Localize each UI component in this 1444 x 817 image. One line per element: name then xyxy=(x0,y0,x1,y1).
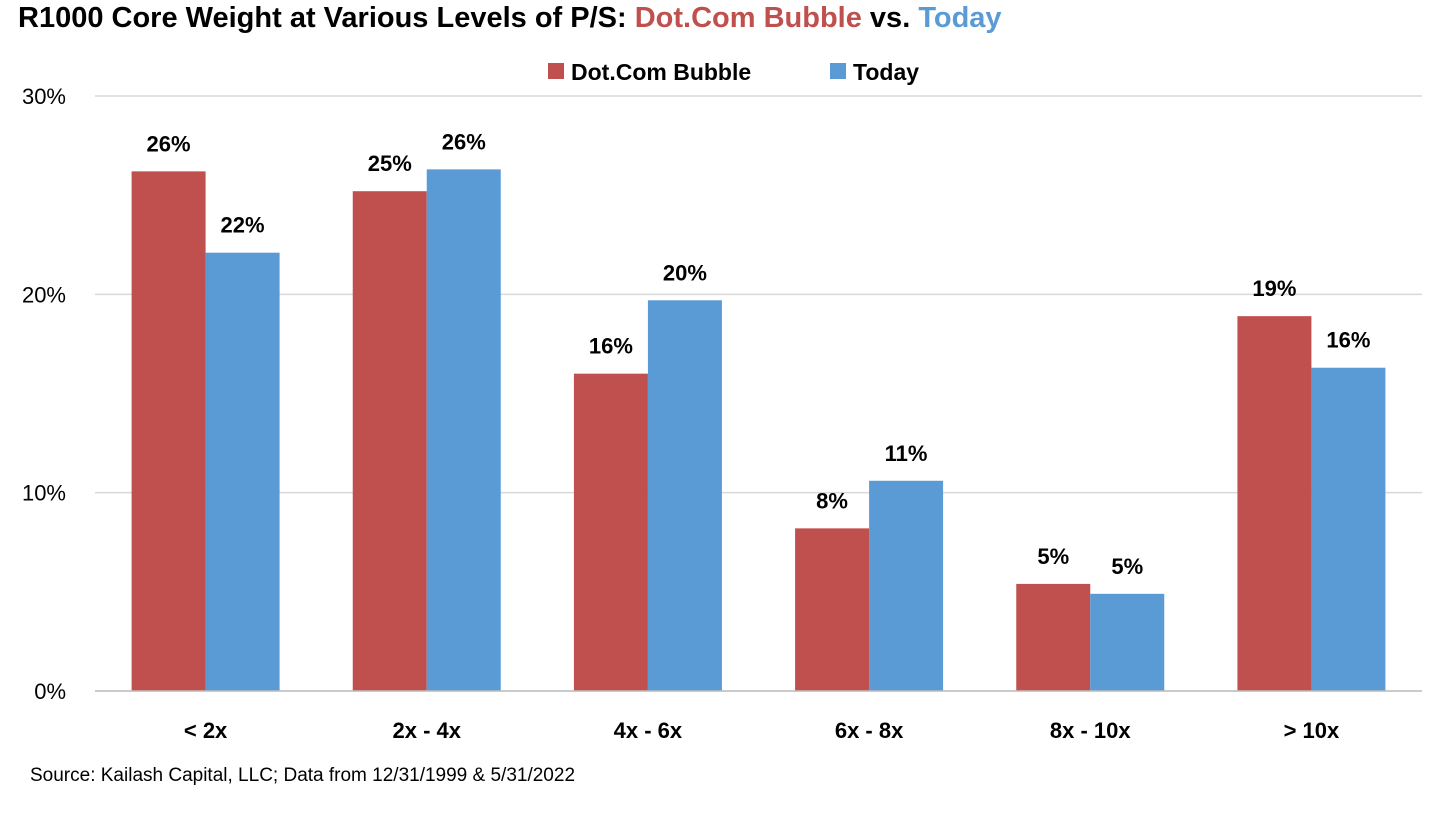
data-label: 19% xyxy=(1252,276,1296,301)
y-tick-label: 30% xyxy=(22,84,66,109)
data-label: 26% xyxy=(442,129,486,154)
bar-dotcom xyxy=(1237,316,1312,691)
source-note: Source: Kailash Capital, LLC; Data from … xyxy=(30,765,576,786)
bar-dotcom xyxy=(352,191,427,691)
bar-dotcom xyxy=(573,373,648,691)
legend-label: Today xyxy=(853,59,919,85)
x-tick-label: 2x - 4x xyxy=(393,718,462,743)
title-series-1: Dot.Com Bubble xyxy=(634,2,862,34)
data-label: 16% xyxy=(589,334,633,359)
y-tick-label: 20% xyxy=(22,282,66,307)
legend-label: Dot.Com Bubble xyxy=(571,59,751,85)
bar-today xyxy=(426,169,501,692)
bar-dotcom xyxy=(1016,583,1091,691)
chart-title: R1000 Core Weight at Various Levels of P… xyxy=(18,2,1002,35)
data-label: 20% xyxy=(663,260,707,285)
title-prefix: R1000 Core Weight at Various Levels of P… xyxy=(18,2,635,34)
bar-today xyxy=(869,480,944,691)
x-tick-label: 8x - 10x xyxy=(1050,718,1131,743)
data-label: 25% xyxy=(368,151,412,176)
data-label: 26% xyxy=(147,131,191,156)
x-tick-label: 4x - 6x xyxy=(614,718,683,743)
data-label: 8% xyxy=(816,488,848,513)
data-label: 5% xyxy=(1111,554,1143,579)
y-tick-label: 0% xyxy=(34,679,66,704)
bar-today xyxy=(1311,367,1386,691)
x-tick-label: 6x - 8x xyxy=(835,718,904,743)
legend-swatch xyxy=(830,63,846,79)
data-label: 5% xyxy=(1037,544,1069,569)
data-label: 11% xyxy=(885,441,928,466)
bar-today xyxy=(205,252,280,691)
x-tick-label: > 10x xyxy=(1284,718,1340,743)
bar-dotcom xyxy=(795,528,870,691)
data-label: 16% xyxy=(1326,328,1370,353)
legend-swatch xyxy=(548,63,564,79)
data-label: 22% xyxy=(221,213,265,238)
x-tick-label: < 2x xyxy=(184,718,228,743)
bar-today xyxy=(647,300,722,691)
y-tick-label: 10% xyxy=(22,481,66,506)
bar-today xyxy=(1090,593,1165,691)
title-middle: vs. xyxy=(861,2,919,34)
title-series-2: Today xyxy=(918,2,1002,34)
bar-dotcom xyxy=(131,171,206,691)
